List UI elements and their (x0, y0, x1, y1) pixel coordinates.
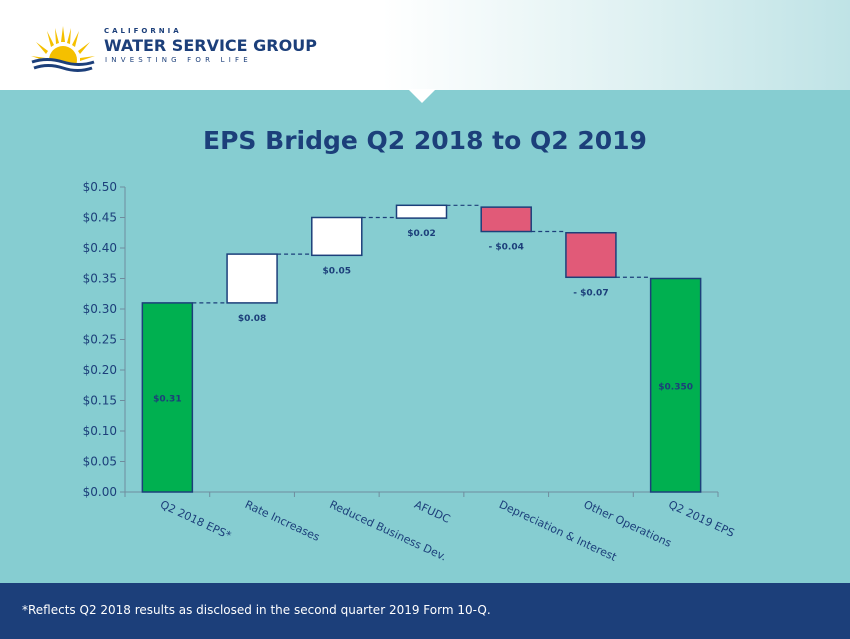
y-tick-label: $0.15 (83, 394, 117, 408)
x-category-label: Q2 2019 EPS (666, 498, 736, 540)
y-tick-label: $0.05 (83, 455, 117, 469)
logo-text-company: WATER SERVICE GROUP (104, 36, 317, 55)
chart-title: EPS Bridge Q2 2018 to Q2 2019 (203, 126, 647, 155)
logo-text-california: CALIFORNIA (104, 27, 182, 35)
bar-6 (649, 277, 702, 493)
bar-data-label: $0.31 (153, 394, 181, 404)
x-category-label: Q2 2018 EPS* (158, 498, 233, 542)
company-logo: CALIFORNIA WATER SERVICE GROUP INVESTING… (28, 22, 328, 74)
bar-data-label: - $0.04 (489, 243, 524, 253)
y-tick-label: $0.45 (83, 211, 117, 225)
y-tick-label: $0.35 (83, 272, 117, 286)
bar-3 (395, 204, 448, 219)
bar-data-label: - $0.07 (573, 288, 608, 298)
y-tick-label: $0.30 (83, 302, 117, 316)
bar-data-label: $0.08 (238, 314, 266, 324)
y-tick-label: $0.50 (83, 180, 117, 194)
header-band: CALIFORNIA WATER SERVICE GROUP INVESTING… (0, 0, 850, 90)
y-tick-label: $0.00 (83, 485, 117, 499)
bar-2 (311, 216, 363, 257)
y-tick-label: $0.40 (83, 241, 117, 255)
bar-data-label: $0.05 (323, 266, 351, 276)
footnote: *Reflects Q2 2018 results as disclosed i… (22, 603, 491, 617)
bar-5 (565, 232, 617, 279)
bar-1 (226, 253, 278, 304)
y-tick-label: $0.25 (83, 333, 117, 347)
footer-band: *Reflects Q2 2018 results as disclosed i… (0, 583, 850, 639)
x-category-label: AFUDC (412, 498, 452, 526)
header-notch (408, 89, 436, 103)
bar-0 (141, 302, 194, 493)
bar-data-label: $0.02 (407, 229, 435, 239)
logo-text-tagline: INVESTING FOR LIFE (105, 56, 252, 64)
sun-wave-logo-icon (30, 26, 96, 74)
y-tick-label: $0.20 (83, 363, 117, 377)
eps-bridge-chart: $0.00 $0.05 $0.10 $0.15 $0.20 $0.25 $0.30 $0.35… (83, 180, 737, 564)
x-category-label: Rate Increases (243, 498, 322, 544)
bar-4 (480, 206, 532, 233)
bar-data-label: $0.350 (658, 382, 693, 392)
y-tick-label: $0.10 (83, 424, 117, 438)
